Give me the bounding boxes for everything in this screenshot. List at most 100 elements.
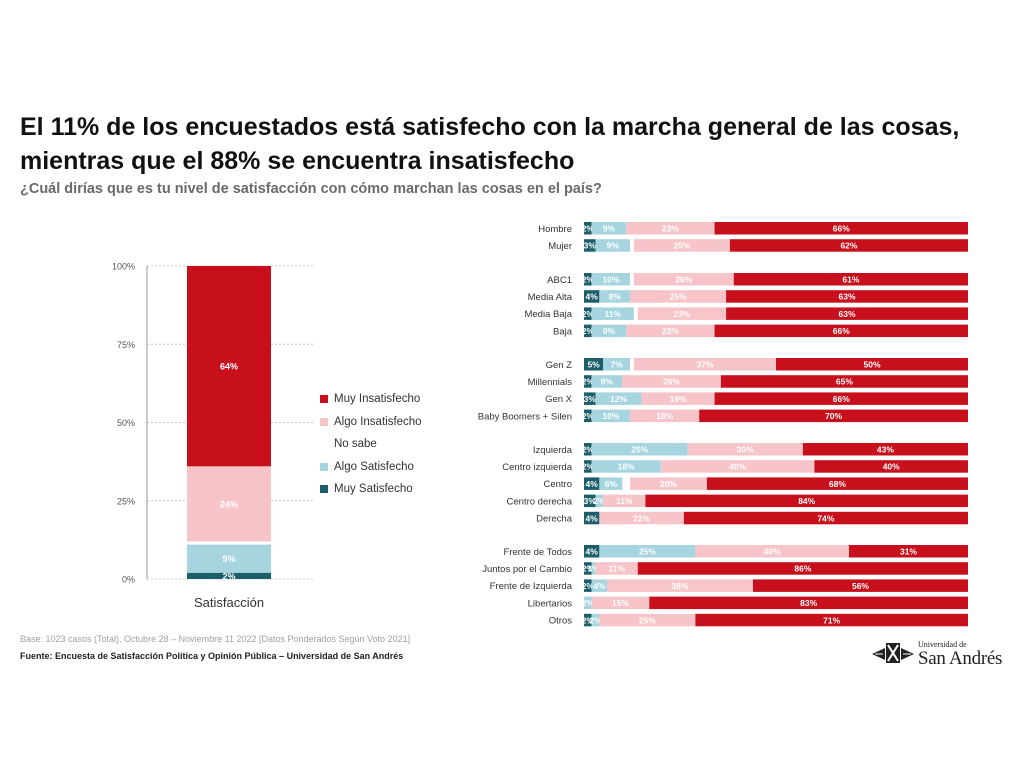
bar-segment-muy-insatisfecho xyxy=(802,443,968,456)
row-label: Derecha xyxy=(536,514,573,525)
data-label: 25% xyxy=(639,615,656,625)
bar-segment-muy-insatisfecho xyxy=(729,239,968,252)
bar-segment-muy-insatisfecho xyxy=(645,494,968,508)
row-label: Izquierda xyxy=(533,445,573,456)
data-label: 4% xyxy=(586,513,599,523)
row-label: Media Baja xyxy=(524,309,572,320)
bar-segment-algo-satisfecho xyxy=(591,562,596,575)
bar-segment-algo-satisfecho xyxy=(591,222,627,235)
data-label: 5% xyxy=(587,359,600,369)
footnote-source: Fuente: Encuesta de Satisfacción Polític… xyxy=(20,651,404,661)
data-label: 3% xyxy=(584,496,597,506)
y-tick-label: 50% xyxy=(117,418,135,428)
data-label: 2% xyxy=(582,326,595,336)
legend-label: No sabe xyxy=(334,438,377,451)
bar-segment-muy-satisfecho xyxy=(584,392,596,405)
data-label: 10% xyxy=(602,411,619,421)
data-label: 2% xyxy=(582,223,595,233)
data-label: 26% xyxy=(675,274,692,284)
data-label: 2% xyxy=(582,444,595,454)
bar-segment-algo-satisfecho xyxy=(591,613,600,627)
bar-segment-algo-satisfecho xyxy=(595,494,604,508)
bar-segment-muy-satisfecho xyxy=(584,273,592,286)
data-label: 2% xyxy=(589,615,602,625)
legend-item-no-sabe: No sabe xyxy=(320,433,422,456)
data-label: 2% xyxy=(582,615,595,625)
data-label: 6% xyxy=(605,479,618,489)
data-label: 2% xyxy=(582,462,595,472)
crest-icon xyxy=(872,643,914,663)
data-label: 66% xyxy=(833,223,850,233)
data-label: 12% xyxy=(610,394,627,404)
data-label: 43% xyxy=(877,444,894,454)
bar-segment-muy-insatisfecho xyxy=(683,511,968,525)
data-label: 71% xyxy=(823,615,840,625)
bar-segment-algo-satisfecho xyxy=(591,460,661,473)
bar-segment-algo-insatisfecho xyxy=(633,358,776,371)
chart-title: El 11% de los encuestados está satisfech… xyxy=(20,113,960,175)
data-label: 66% xyxy=(833,326,850,336)
bar-segment-muy-insatisfecho xyxy=(752,579,968,592)
bar-segment-muy-insatisfecho xyxy=(637,562,968,575)
data-label: 40% xyxy=(883,462,900,472)
bar-segment-algo-insatisfecho xyxy=(626,222,715,235)
logo-big-text: San Andrés xyxy=(918,647,1003,669)
data-label: 4% xyxy=(586,292,599,302)
bar-segment-muy-satisfecho xyxy=(584,290,600,303)
bar-segment-algo-insatisfecho xyxy=(603,494,646,508)
data-label: 7% xyxy=(610,359,623,369)
bar-segment-muy-insatisfecho xyxy=(814,460,968,473)
data-label: 31% xyxy=(900,546,917,556)
bar-segment-muy-insatisfecho xyxy=(726,290,968,303)
data-label: 11% xyxy=(616,496,633,506)
bar-segment-muy-satisfecho xyxy=(584,477,600,490)
data-label: 38% xyxy=(671,581,688,591)
data-label: 10% xyxy=(602,274,619,284)
bar-segment-muy-satisfecho xyxy=(584,358,604,371)
row-label: Gen Z xyxy=(546,360,573,371)
chart-subtitle: ¿Cuál dirías que es tu nivel de satisfac… xyxy=(20,181,602,197)
bar-segment-algo-insatisfecho xyxy=(633,273,734,286)
data-label: 2% xyxy=(582,564,595,574)
data-label: 25% xyxy=(639,546,656,556)
row-label: Libertarios xyxy=(528,598,573,609)
data-label: 2% xyxy=(582,581,595,591)
bar-segment-muy-insatisfecho xyxy=(649,596,968,610)
data-label: 15% xyxy=(612,598,629,608)
footnote-base: Base: 1023 casos (Total), Octubre 28 – N… xyxy=(20,634,411,644)
legend-swatch xyxy=(320,417,328,426)
bar-segment-algo-satisfecho xyxy=(603,358,631,371)
data-label: 63% xyxy=(839,309,856,319)
data-label: 23% xyxy=(662,223,679,233)
data-label: 4% xyxy=(586,479,599,489)
data-label: 8% xyxy=(609,292,622,302)
row-label: Frente de Izquierda xyxy=(490,581,573,592)
bar-segment-algo-insatisfecho xyxy=(695,545,849,558)
data-label: 2% xyxy=(582,598,595,608)
bar-segment-muy-satisfecho xyxy=(584,545,600,558)
data-label: 25% xyxy=(673,241,690,251)
bar-segment-algo-satisfecho xyxy=(591,579,608,592)
bar-segment-algo-insatisfecho xyxy=(630,477,707,490)
legend-item-muy-insatisfecho: Muy Insatisfecho xyxy=(320,388,422,411)
bar-segment-no-sabe xyxy=(630,273,634,286)
bar-segment-algo-satisfecho xyxy=(591,375,623,388)
row-label: Otros xyxy=(549,616,572,627)
bar-segment-muy-insatisfecho xyxy=(714,222,968,235)
bar-segment-muy-insatisfecho xyxy=(714,324,968,338)
data-label: 2% xyxy=(593,496,606,506)
data-label: 2% xyxy=(582,309,595,319)
y-tick-label: 75% xyxy=(117,340,135,350)
row-label: Centro xyxy=(543,479,572,490)
data-label: 70% xyxy=(825,411,842,421)
data-label: 74% xyxy=(817,513,834,523)
bar-segment-algo-satisfecho xyxy=(584,596,592,610)
data-label: 9% xyxy=(603,223,616,233)
logo-small-text: Universidad de xyxy=(918,639,967,649)
row-label: Centro derecha xyxy=(507,496,573,507)
data-label: 4% xyxy=(593,581,606,591)
bar-segment-algo-insatisfecho xyxy=(660,460,815,473)
legend-label: Muy Insatisfecho xyxy=(334,393,421,406)
data-label: 37% xyxy=(696,359,713,369)
bar-segment-muy-satisfecho xyxy=(584,511,600,525)
